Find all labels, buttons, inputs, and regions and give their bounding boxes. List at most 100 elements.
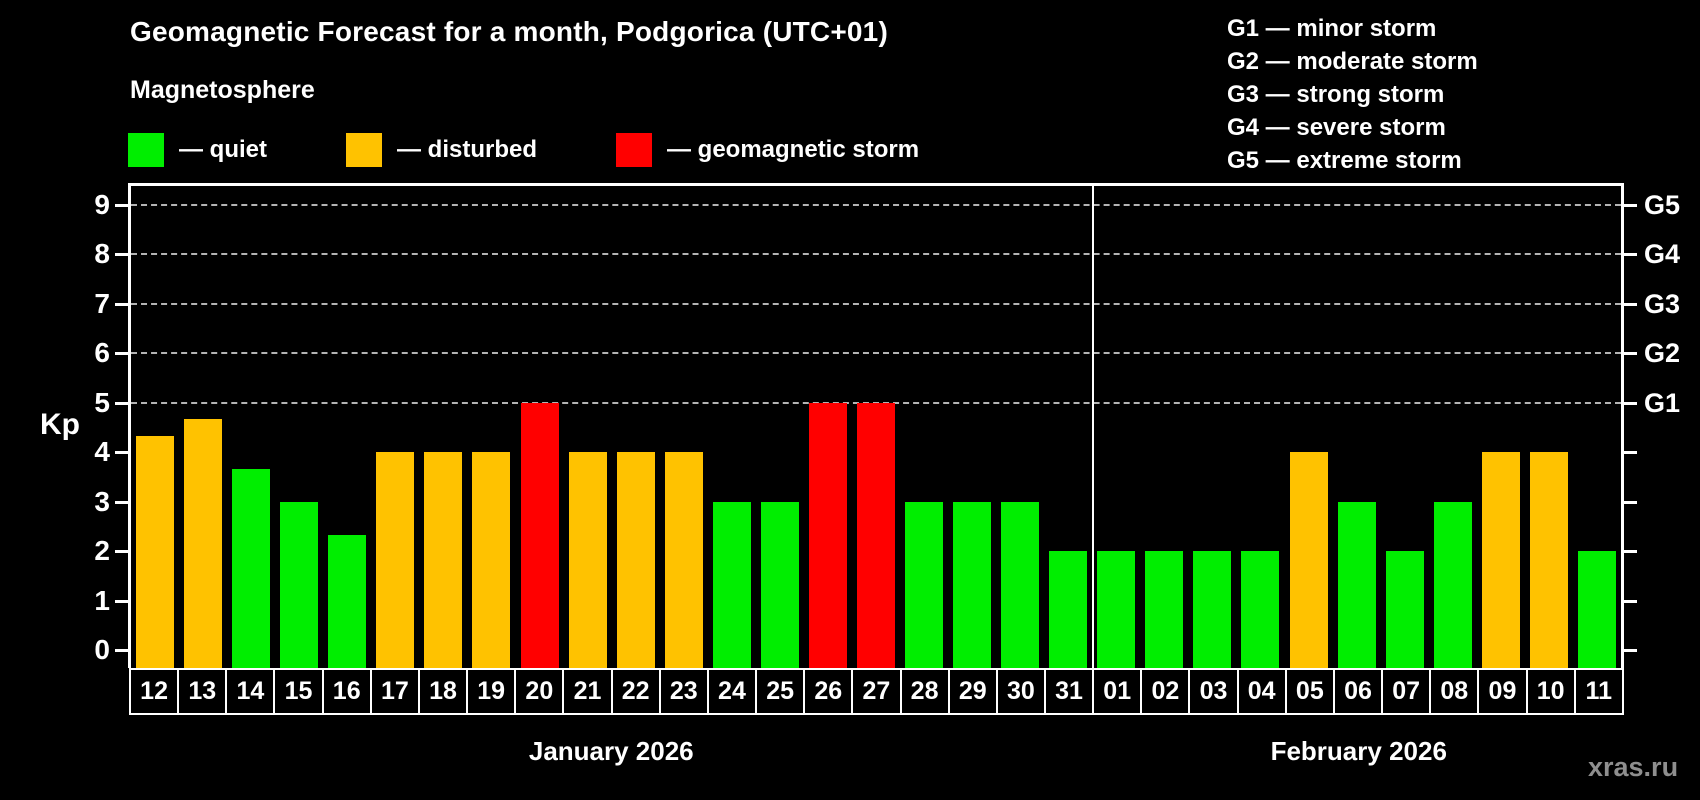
bar-slot	[708, 186, 756, 668]
g-legend-line: G4 — severe storm	[1227, 114, 1446, 141]
bar-slot	[275, 186, 323, 668]
kp-bar-day-20	[520, 402, 559, 668]
date-box-24: 24	[706, 668, 758, 715]
legend-item-label: — disturbed	[397, 136, 538, 163]
g-legend-line: G5 — extreme storm	[1227, 147, 1462, 174]
date-box-17: 17	[369, 668, 420, 715]
kp-bar-day-23	[664, 452, 703, 668]
date-box-25: 25	[755, 668, 806, 715]
disturbed-swatch	[346, 133, 382, 167]
date-box-09: 09	[1477, 668, 1528, 715]
kp-bar-day-13	[184, 419, 223, 668]
bar-slot	[1525, 186, 1573, 668]
storm-swatch	[616, 133, 652, 167]
left-tick-kp6	[115, 352, 128, 356]
date-box-19: 19	[466, 668, 517, 715]
left-tick-kp4	[115, 451, 128, 455]
kp-tick-label: 4	[94, 436, 110, 468]
kp-bar-day-24	[712, 501, 751, 668]
date-box-27: 27	[851, 668, 902, 715]
kp-bar-day-15	[280, 501, 319, 668]
kp-bar-day-25	[760, 501, 799, 668]
date-box-29: 29	[947, 668, 998, 715]
bar-slot	[660, 186, 708, 668]
watermark: xras.ru	[1588, 752, 1679, 782]
gridline-kp5	[131, 401, 1621, 404]
kp-tick-label: 2	[94, 535, 110, 567]
bar-slot	[419, 186, 467, 668]
kp-bar-day-28	[905, 501, 944, 668]
right-tick-kp6	[1624, 352, 1637, 356]
bar-slot	[1285, 186, 1333, 668]
left-tick-kp1	[115, 599, 128, 603]
kp-bar-day-26	[808, 402, 847, 668]
legend-item-quiet: — quiet	[128, 130, 267, 170]
bar-slot	[1140, 186, 1188, 668]
kp-tick-label: 5	[94, 386, 110, 418]
kp-bar-day-21	[568, 452, 607, 668]
kp-tick-label: 7	[94, 287, 110, 319]
legend-item-storm: — geomagnetic storm	[616, 130, 919, 170]
kp-tick-label: 9	[94, 189, 110, 221]
date-box-31: 31	[1043, 668, 1095, 715]
right-tick-kp5	[1624, 401, 1637, 405]
kp-tick-label: 8	[94, 238, 110, 270]
date-box-02: 02	[1140, 668, 1191, 715]
bar-slot	[1044, 186, 1092, 668]
kp-bar-day-19	[472, 452, 511, 668]
date-box-28: 28	[899, 668, 950, 715]
plot-area	[128, 183, 1624, 668]
date-box-10: 10	[1525, 668, 1576, 715]
kp-bar-day-06	[1337, 501, 1376, 668]
magnetosphere-legend-title: Magnetosphere	[130, 76, 315, 104]
date-box-11: 11	[1573, 668, 1624, 715]
kp-bar-day-29	[953, 501, 992, 668]
month-separator-line	[1092, 186, 1095, 668]
bar-slot	[1333, 186, 1381, 668]
left-tick-kp5	[115, 401, 128, 405]
legend-item-label: — quiet	[179, 136, 267, 163]
bar-slot	[756, 186, 804, 668]
date-box-23: 23	[658, 668, 709, 715]
g-legend-line: G3 — strong storm	[1227, 81, 1445, 108]
right-tick-kp7	[1624, 302, 1637, 306]
date-box-01: 01	[1092, 668, 1143, 715]
date-box-14: 14	[225, 668, 276, 715]
bar-slot	[948, 186, 996, 668]
kp-bar-day-18	[424, 452, 463, 668]
date-box-07: 07	[1381, 668, 1432, 715]
date-box-13: 13	[177, 668, 228, 715]
bar-slot	[131, 186, 179, 668]
gridline-kp9	[131, 204, 1621, 207]
g-scale-label-g1: G1	[1644, 387, 1681, 418]
date-box-18: 18	[417, 668, 469, 715]
kp-bar-day-03	[1193, 551, 1232, 668]
month-label: February 2026	[1270, 736, 1447, 766]
date-box-26: 26	[803, 668, 854, 715]
right-tick-kp1	[1624, 599, 1637, 603]
kp-bar-day-30	[1001, 501, 1040, 668]
kp-bar-day-07	[1385, 551, 1424, 668]
kp-bar-day-08	[1433, 501, 1472, 668]
gridline-kp7	[131, 302, 1621, 305]
bar-slot	[564, 186, 612, 668]
right-tick-kp8	[1624, 253, 1637, 257]
y-axis-title: Kp	[40, 408, 80, 441]
g-scale-label-g2: G2	[1644, 338, 1681, 369]
g-scale-label-g4: G4	[1644, 239, 1681, 270]
kp-tick-label: 6	[94, 337, 110, 369]
date-box-04: 04	[1236, 668, 1287, 715]
kp-bar-day-14	[232, 468, 271, 668]
bar-slot	[612, 186, 660, 668]
kp-bar-day-31	[1049, 551, 1088, 668]
bar-slot	[1092, 186, 1140, 668]
month-labels: January 2026 February 2026	[129, 736, 1624, 770]
bar-slot	[516, 186, 564, 668]
g-legend-line: G1 — minor storm	[1227, 15, 1437, 42]
kp-bar-day-01	[1097, 551, 1136, 668]
g-scale-label-g5: G5	[1644, 190, 1681, 221]
bar-slot	[804, 186, 852, 668]
bar-slot	[1477, 186, 1525, 668]
date-box-03: 03	[1188, 668, 1239, 715]
page-title: Geomagnetic Forecast for a month, Podgor…	[130, 16, 888, 47]
